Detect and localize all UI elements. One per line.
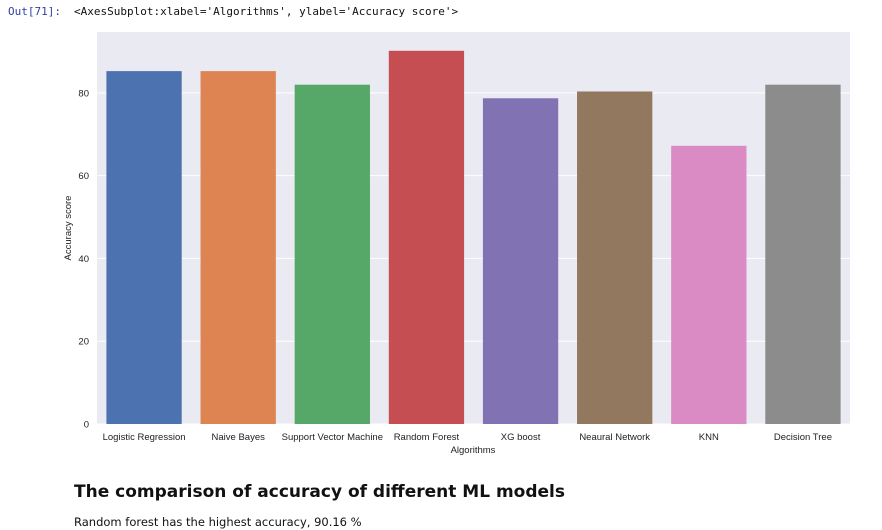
bar xyxy=(482,98,559,424)
x-tick-label: XG boost xyxy=(501,432,541,443)
section-heading: The comparison of accuracy of different … xyxy=(74,482,565,502)
y-tick-label: 40 xyxy=(78,254,89,265)
bar xyxy=(671,145,747,425)
output-repr: <AxesSubplot:xlabel='Algorithms', ylabel… xyxy=(74,5,459,18)
x-tick-label: Naive Bayes xyxy=(212,432,266,443)
bar xyxy=(200,71,276,424)
bar-chart: 0 20 40 60 80 Logistic Regression Naive Bayes… xyxy=(63,32,850,456)
bar xyxy=(388,50,465,425)
y-axis-label: Accuracy score xyxy=(63,196,74,261)
x-tick-labels: Logistic Regression Naive Bayes Support Ve… xyxy=(103,432,832,443)
bar xyxy=(765,84,841,425)
x-axis-label: Algorithms xyxy=(451,445,496,456)
bars xyxy=(106,50,841,425)
x-tick-label: Neaural Network xyxy=(579,432,650,443)
x-tick-label: Random Forest xyxy=(394,432,460,443)
y-tick-labels: 0 20 40 60 80 xyxy=(78,88,89,430)
x-tick-label: Support Vector Machine xyxy=(282,432,383,443)
bar xyxy=(294,84,370,425)
x-tick-label: Logistic Regression xyxy=(103,432,186,443)
x-tick-label: KNN xyxy=(699,432,719,443)
y-tick-label: 0 xyxy=(84,420,89,431)
bar xyxy=(106,71,182,424)
y-tick-label: 60 xyxy=(78,171,89,182)
y-tick-label: 20 xyxy=(78,337,89,348)
output-prompt: Out[71]: xyxy=(8,5,61,18)
x-tick-label: Decision Tree xyxy=(774,432,832,443)
section-text: Random forest has the highest accuracy, … xyxy=(74,515,362,529)
y-tick-label: 80 xyxy=(78,88,89,99)
bar xyxy=(577,91,653,424)
